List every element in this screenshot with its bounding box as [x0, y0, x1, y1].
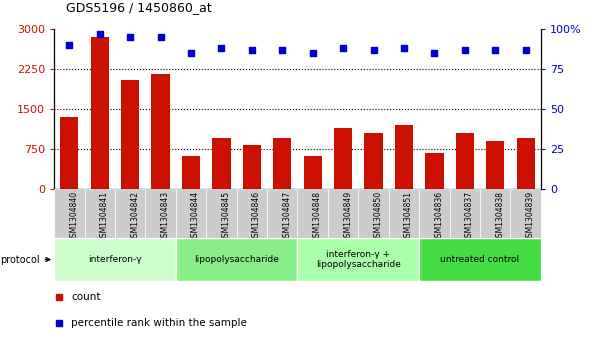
Bar	[54, 189, 85, 238]
Bar	[395, 125, 413, 189]
Point	[521, 47, 531, 53]
Text: interferon-γ: interferon-γ	[88, 255, 142, 264]
Bar	[297, 189, 328, 238]
Text: GDS5196 / 1450860_at: GDS5196 / 1450860_at	[66, 1, 212, 15]
Point	[278, 47, 287, 53]
Bar	[212, 138, 231, 189]
Text: GSM1304843: GSM1304843	[160, 191, 169, 242]
Bar	[60, 117, 78, 189]
Text: GSM1304840: GSM1304840	[69, 191, 78, 242]
Text: GSM1304836: GSM1304836	[435, 191, 444, 242]
Bar	[206, 189, 237, 238]
Point	[126, 34, 135, 40]
Bar	[182, 156, 200, 189]
Bar	[267, 189, 297, 238]
Bar	[273, 138, 291, 189]
Bar	[358, 189, 389, 238]
Text: GSM1304850: GSM1304850	[374, 191, 383, 242]
Point	[186, 50, 196, 56]
Bar	[450, 189, 480, 238]
Point	[308, 50, 317, 56]
Text: lipopolysaccharide: lipopolysaccharide	[194, 255, 279, 264]
Bar	[419, 238, 541, 281]
Bar	[243, 145, 261, 189]
Text: GSM1304849: GSM1304849	[343, 191, 352, 242]
Bar	[456, 133, 474, 189]
Text: GSM1304842: GSM1304842	[130, 191, 139, 242]
Point	[490, 47, 500, 53]
Bar	[85, 189, 115, 238]
Bar	[304, 156, 322, 189]
Bar	[237, 189, 267, 238]
Bar	[176, 189, 206, 238]
Text: untreated control: untreated control	[441, 255, 520, 264]
Point	[369, 47, 379, 53]
Bar	[121, 79, 139, 189]
Point	[95, 31, 105, 37]
Text: GSM1304851: GSM1304851	[404, 191, 413, 242]
Text: GSM1304837: GSM1304837	[465, 191, 474, 242]
Point	[156, 34, 165, 40]
Text: GSM1304841: GSM1304841	[100, 191, 109, 242]
Bar	[151, 74, 169, 189]
Bar	[328, 189, 358, 238]
Bar	[297, 238, 419, 281]
Point	[64, 42, 74, 48]
Point	[460, 47, 469, 53]
Text: GSM1304838: GSM1304838	[495, 191, 504, 242]
Point	[430, 50, 439, 56]
Point	[399, 45, 409, 51]
Point	[216, 45, 226, 51]
Bar	[364, 133, 383, 189]
Bar	[486, 141, 504, 189]
Bar	[176, 238, 297, 281]
Bar	[426, 152, 444, 189]
Bar	[115, 189, 145, 238]
Text: protocol: protocol	[0, 254, 50, 265]
Bar	[516, 138, 535, 189]
Text: GSM1304846: GSM1304846	[252, 191, 261, 242]
Text: GSM1304839: GSM1304839	[526, 191, 535, 242]
Bar	[389, 189, 419, 238]
Text: interferon-γ +
lipopolysaccharide: interferon-γ + lipopolysaccharide	[316, 250, 401, 269]
Bar	[145, 189, 175, 238]
Bar	[419, 189, 450, 238]
Text: GSM1304847: GSM1304847	[282, 191, 291, 242]
Bar	[54, 238, 176, 281]
Text: GSM1304848: GSM1304848	[313, 191, 322, 242]
Bar	[510, 189, 541, 238]
Point	[247, 47, 257, 53]
Text: count: count	[71, 292, 100, 302]
Point	[338, 45, 348, 51]
Bar	[91, 37, 109, 189]
Text: GSM1304845: GSM1304845	[221, 191, 230, 242]
Bar	[480, 189, 510, 238]
Text: percentile rank within the sample: percentile rank within the sample	[71, 318, 247, 328]
Text: GSM1304844: GSM1304844	[191, 191, 200, 242]
Bar	[334, 127, 352, 189]
